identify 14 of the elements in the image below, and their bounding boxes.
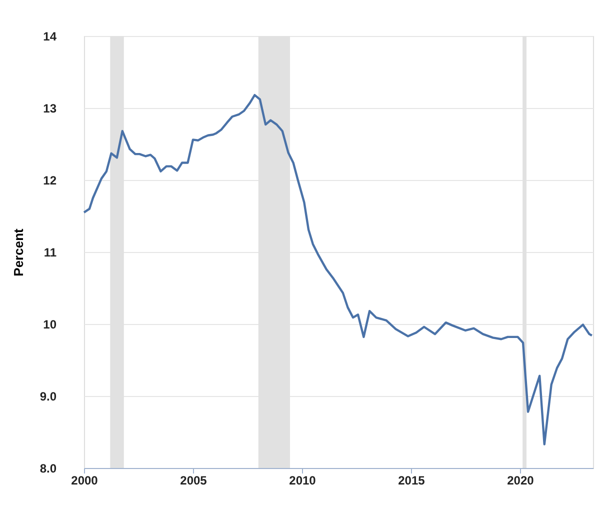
x-tick-label: 2020 — [507, 474, 534, 488]
y-tick-label: 9.0 — [40, 390, 57, 404]
y-tick-label: 10 — [43, 318, 57, 332]
line-series — [82, 94, 594, 446]
x-tick-label: 2000 — [71, 474, 98, 488]
x-tick-label: 2005 — [180, 474, 208, 488]
x-tick-label: 2010 — [289, 474, 316, 488]
y-tick-label: 12 — [43, 174, 57, 188]
y-tick-label: 14 — [43, 30, 57, 44]
y-tick-label: 8.0 — [40, 462, 57, 476]
y-tick-label: 13 — [43, 102, 57, 116]
y-axis-title: Percent — [10, 228, 26, 276]
y-tick-label: 11 — [44, 246, 57, 260]
x-tick-label: 2015 — [398, 474, 426, 488]
